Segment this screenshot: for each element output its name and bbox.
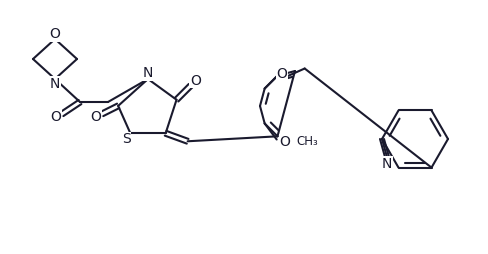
Text: N: N <box>381 157 391 171</box>
Text: O: O <box>91 110 102 124</box>
Text: S: S <box>122 132 130 146</box>
Text: N: N <box>142 66 153 80</box>
Text: O: O <box>49 27 61 41</box>
Text: O: O <box>190 74 201 88</box>
Text: CH₃: CH₃ <box>296 135 318 148</box>
Text: O: O <box>50 110 61 124</box>
Text: O: O <box>276 67 286 81</box>
Text: O: O <box>279 135 289 149</box>
Text: N: N <box>50 77 60 91</box>
